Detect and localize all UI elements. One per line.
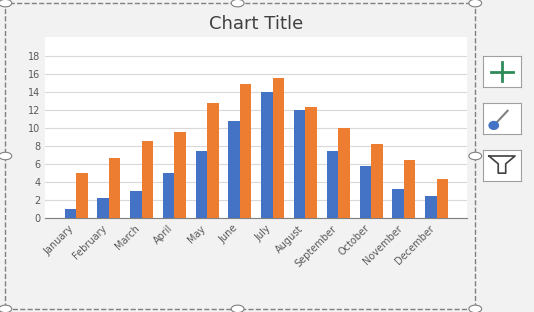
Bar — [338, 128, 350, 218]
Title: Chart Title: Chart Title — [209, 15, 303, 33]
Bar — [294, 110, 305, 218]
Bar — [229, 121, 240, 218]
Bar — [392, 189, 404, 218]
Bar — [97, 198, 109, 218]
Bar — [359, 166, 371, 218]
Bar — [437, 178, 448, 218]
Bar — [195, 150, 207, 218]
Bar — [305, 107, 317, 218]
Bar — [207, 103, 218, 218]
Bar — [109, 158, 120, 218]
Bar — [163, 173, 175, 218]
Bar — [273, 78, 284, 218]
Bar — [261, 92, 273, 218]
Bar — [404, 160, 415, 218]
Bar — [327, 150, 338, 218]
Bar — [130, 191, 142, 218]
Bar — [76, 173, 88, 218]
Ellipse shape — [489, 122, 498, 129]
Bar — [65, 209, 76, 218]
Bar — [175, 132, 186, 218]
Bar — [371, 144, 382, 218]
Bar — [142, 141, 153, 218]
Bar — [240, 85, 252, 218]
Bar — [425, 196, 437, 218]
